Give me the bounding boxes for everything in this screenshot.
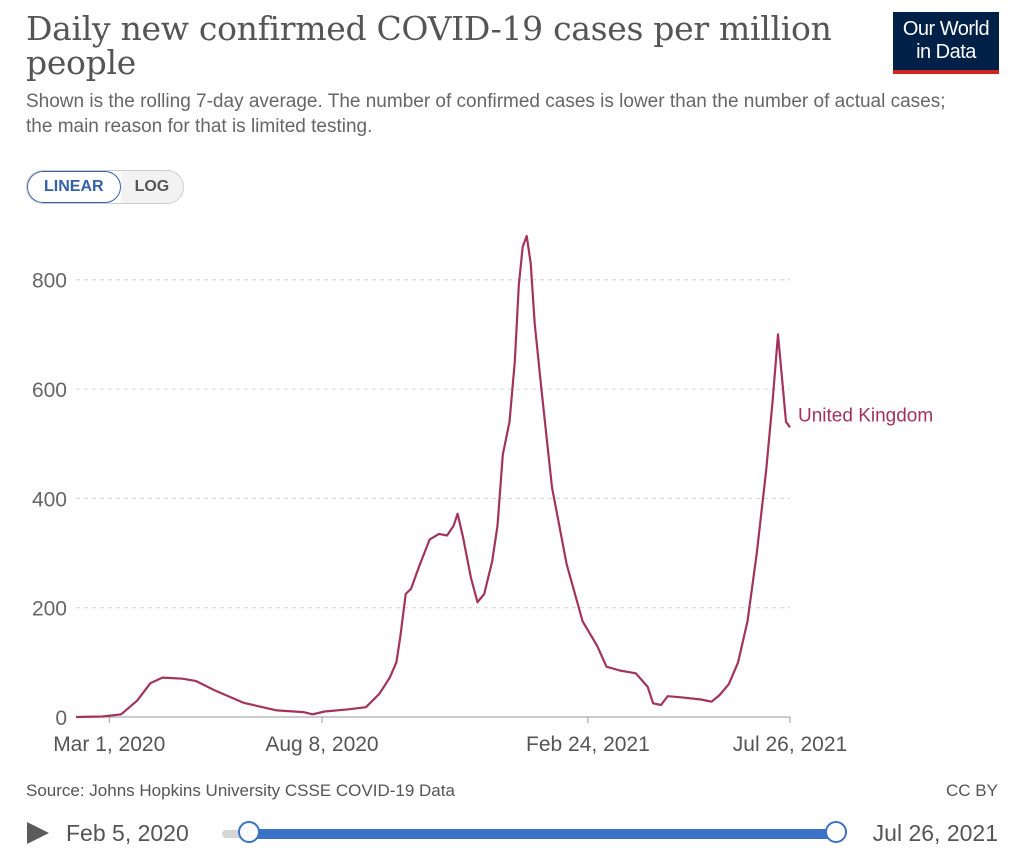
y-tick-label: 800 xyxy=(32,270,67,293)
logo-line-2: in Data xyxy=(916,41,976,63)
chart-title: Daily new confirmed COVID-19 cases per m… xyxy=(26,9,832,82)
series-lines xyxy=(75,234,791,719)
series-label: United Kingdom xyxy=(798,405,933,426)
series-labels: United Kingdom xyxy=(798,405,933,426)
timeline-start-handle[interactable] xyxy=(238,821,260,843)
timeline-end-label: Jul 26, 2021 xyxy=(872,820,998,846)
y-axis-ticks: 0 200 400 600 800 xyxy=(32,270,67,730)
x-axis-ticks: Mar 1, 2020 Aug 8, 2020 Feb 24, 2021 Jul 26… xyxy=(53,717,847,756)
series-line-united-kingdom xyxy=(75,234,791,719)
gridlines xyxy=(76,279,790,718)
log-scale-button[interactable]: LOG xyxy=(120,171,184,203)
owid-logo[interactable]: Our World in Data xyxy=(893,12,999,74)
timeline-end-handle[interactable] xyxy=(825,821,847,843)
logo-line-1: Our World xyxy=(902,18,990,40)
chart-subtitle: Shown is the rolling 7-day average. The … xyxy=(26,91,946,137)
scale-toggle: LINEAR LOG xyxy=(26,170,185,204)
x-tick-label: Aug 8, 2020 xyxy=(265,733,378,756)
y-tick-label: 200 xyxy=(32,598,67,621)
x-tick-label: Feb 24, 2021 xyxy=(526,733,650,756)
license-label[interactable]: CC BY xyxy=(946,781,998,800)
y-tick-label: 0 xyxy=(55,707,67,730)
y-tick-label: 600 xyxy=(32,379,67,402)
timeline-selected-range[interactable] xyxy=(248,829,836,839)
source-note[interactable]: Source: Johns Hopkins University CSSE CO… xyxy=(26,781,455,800)
timeline: Feb 5, 2020 Jul 26, 2021 xyxy=(0,810,1024,855)
x-tick-label: Mar 1, 2020 xyxy=(53,733,165,756)
y-tick-label: 400 xyxy=(32,488,67,511)
linear-scale-button[interactable]: LINEAR xyxy=(27,171,121,203)
x-tick-label: Jul 26, 2021 xyxy=(733,733,847,756)
timeline-start-label: Feb 5, 2020 xyxy=(66,820,189,846)
line-chart[interactable]: 0 200 400 600 800 Mar 1, 2020 Aug 8, 2020 Feb … xyxy=(0,0,1024,770)
play-icon[interactable] xyxy=(27,822,49,844)
